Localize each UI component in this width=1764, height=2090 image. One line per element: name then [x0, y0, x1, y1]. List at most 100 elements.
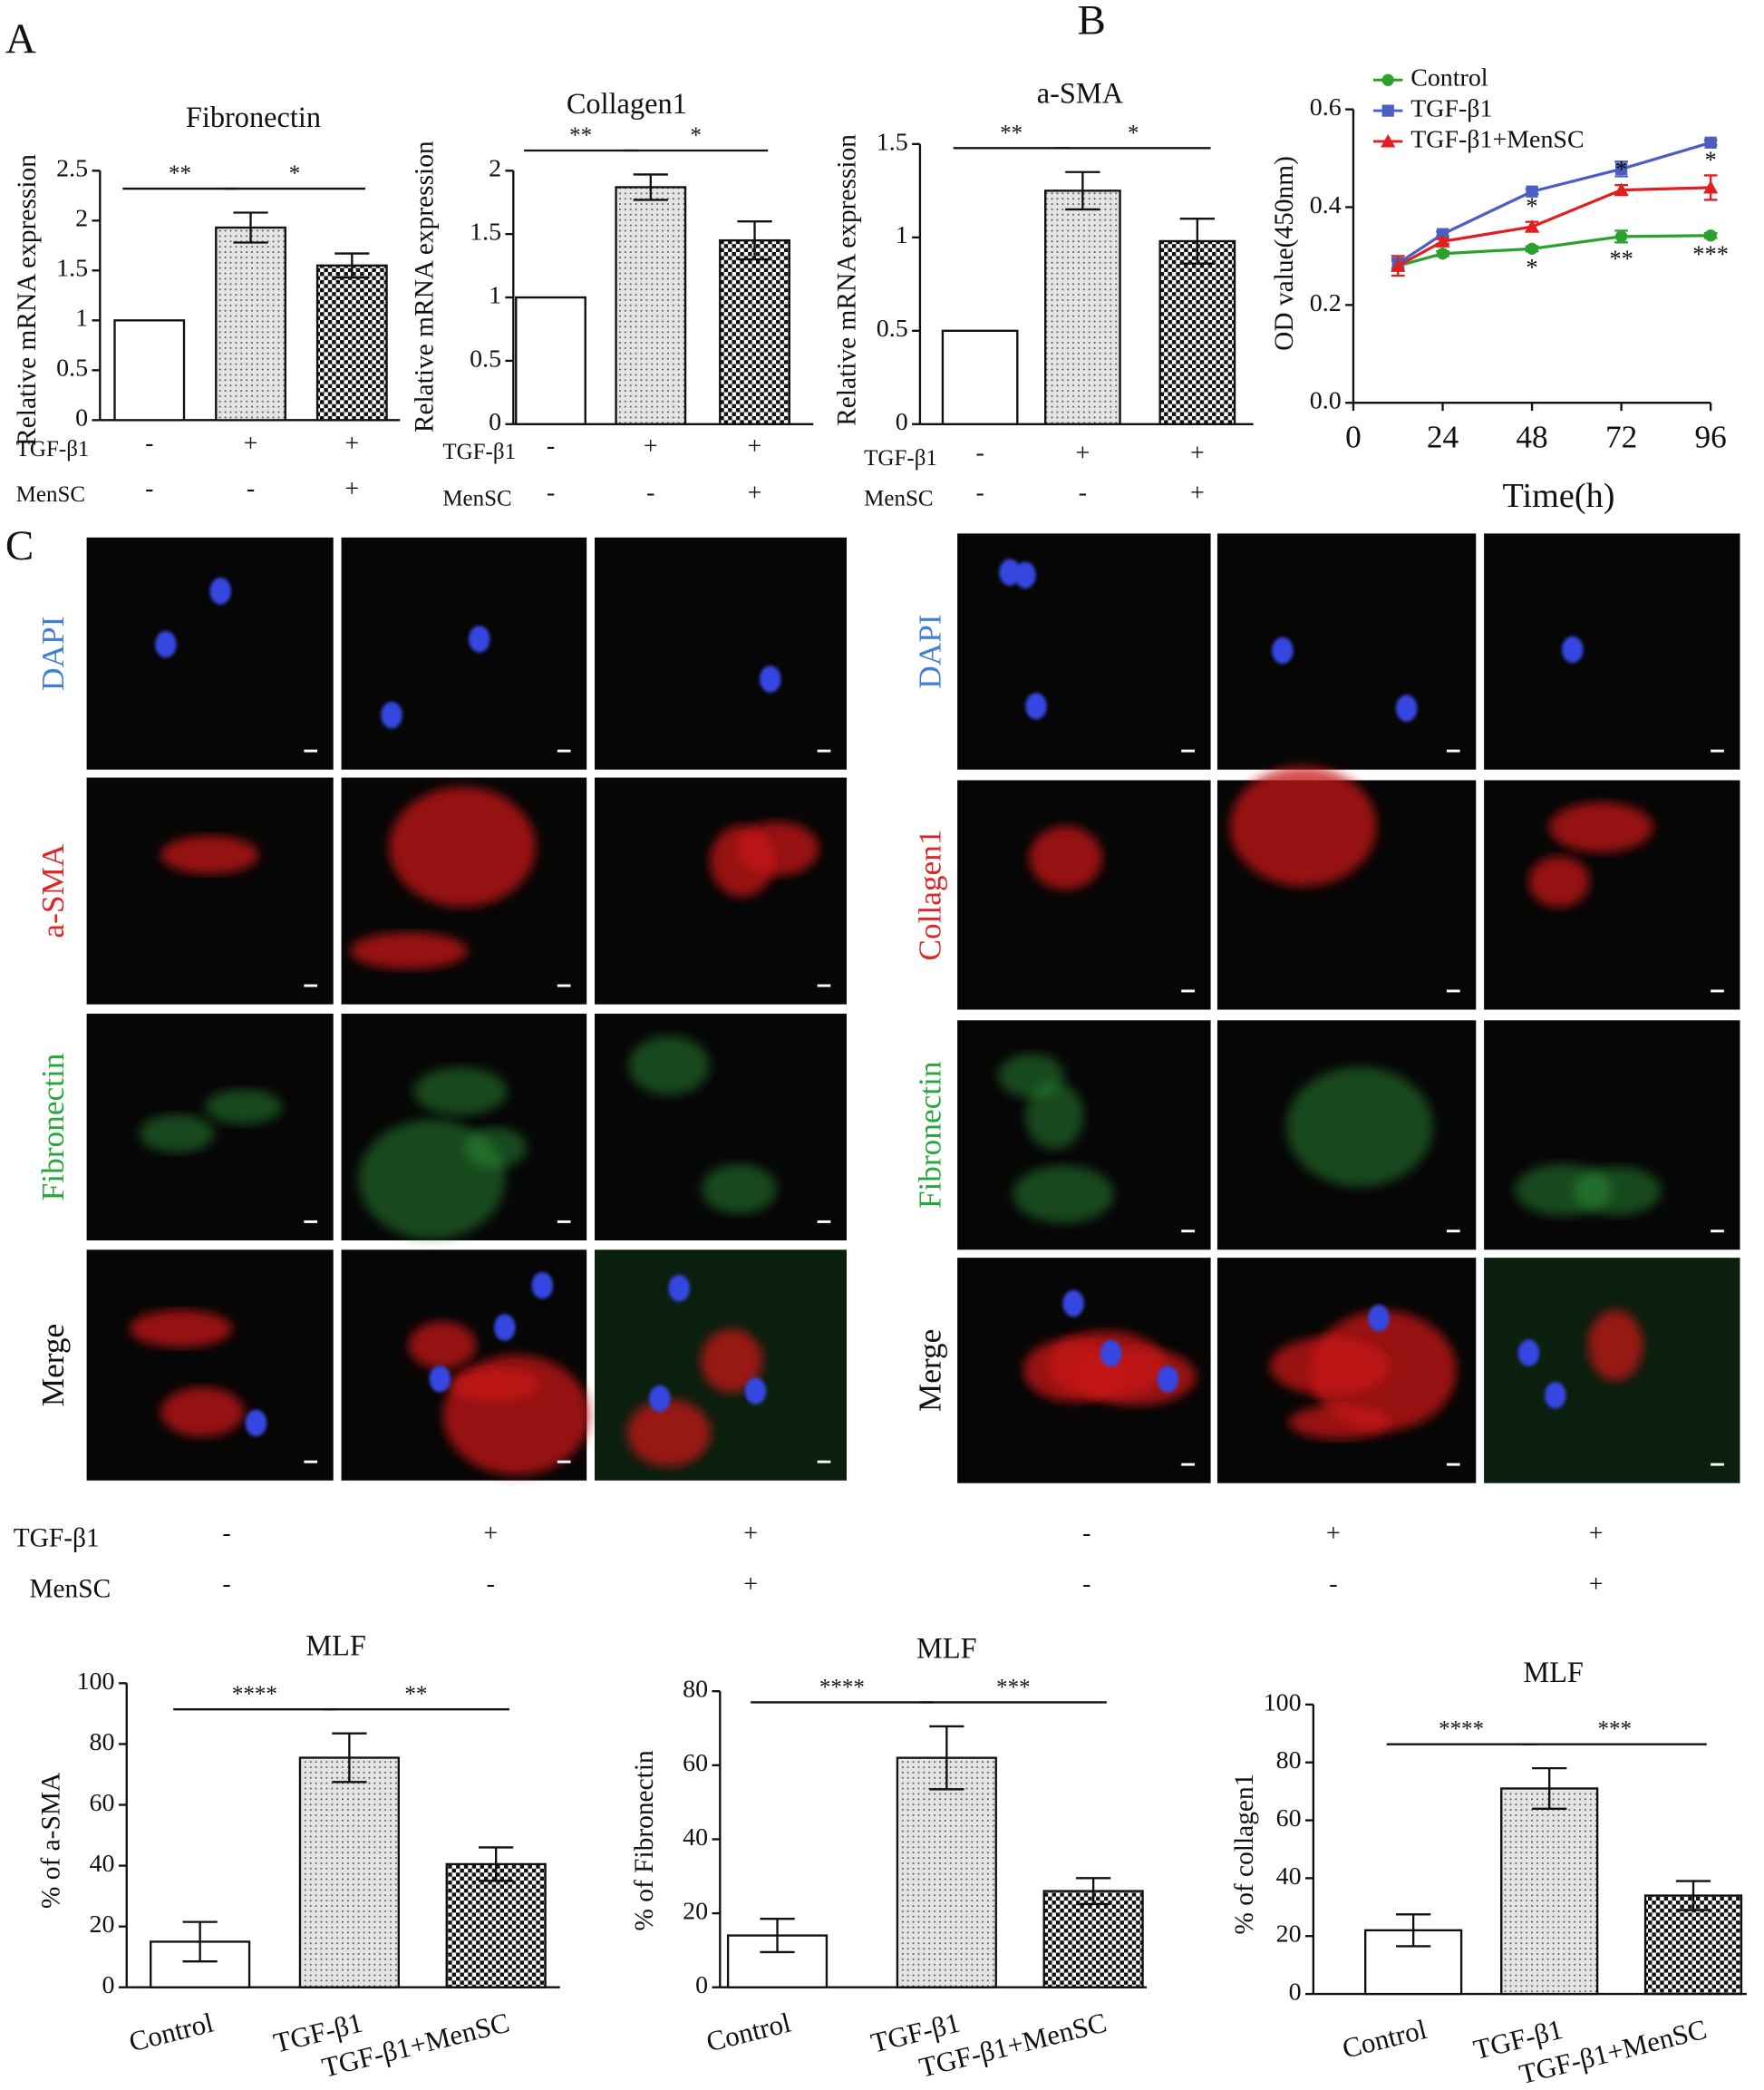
x-tick-label: Control — [1339, 2013, 1430, 2065]
significance-label: ** — [1609, 245, 1633, 272]
x-tick-label: 96 — [1695, 420, 1727, 455]
nucleus — [209, 578, 232, 605]
error-bar — [760, 1918, 795, 1954]
y-tick-label: 0 — [695, 1971, 708, 1999]
significance-label: * — [691, 123, 702, 148]
nucleus — [759, 666, 781, 693]
panel-label: C — [5, 522, 34, 569]
y-tick-label: 100 — [1264, 1688, 1302, 1716]
bar — [719, 238, 790, 425]
y-tick-label: 60 — [1276, 1804, 1302, 1832]
error-bar — [737, 220, 772, 261]
treatment-sign: - — [222, 1570, 230, 1598]
panel-label: B — [1077, 0, 1105, 44]
error-bar — [334, 252, 370, 279]
cell-stain — [408, 1321, 477, 1370]
significance-label: *** — [1692, 240, 1729, 267]
cell-stain — [626, 1399, 712, 1467]
row-label: DAPI — [35, 617, 71, 691]
y-tick-label: 0 — [896, 408, 908, 436]
y-tick-label: 1 — [489, 281, 501, 309]
treatment-sign: - — [1082, 1519, 1090, 1547]
row-label: Merge — [35, 1324, 71, 1406]
y-tick-label: 0.4 — [1310, 191, 1342, 219]
y-tick-label: 2 — [489, 155, 501, 183]
chart-title: Fibronectin — [186, 101, 321, 133]
y-tick-label: 100 — [77, 1667, 115, 1696]
cell-stain — [1528, 856, 1590, 908]
treatment-sign: + — [1075, 439, 1090, 467]
y-tick-label: 1 — [896, 221, 908, 249]
y-axis-label: Relative mRNA expression — [410, 141, 439, 433]
y-tick-label: 1.5 — [877, 128, 908, 156]
bar — [1044, 190, 1121, 425]
nucleus — [245, 1409, 267, 1437]
bar — [445, 1862, 547, 1988]
treatment-sign: + — [1190, 479, 1205, 507]
significance-label: **** — [1439, 1717, 1484, 1742]
treatment-sign: - — [145, 430, 153, 458]
nucleus — [1272, 637, 1294, 665]
treatment-sign: - — [247, 475, 255, 503]
y-tick-label: 0 — [489, 408, 501, 436]
y-tick-label: 0 — [102, 1971, 115, 1999]
treatment-sign: + — [1589, 1519, 1604, 1547]
treatment-sign: - — [547, 433, 555, 461]
marker — [1526, 242, 1538, 255]
y-tick-label: 1.5 — [470, 219, 501, 247]
significance-label: ** — [1000, 121, 1023, 145]
y-tick-label: 0.2 — [1310, 289, 1342, 317]
cell-stain — [389, 786, 537, 908]
cell-stain — [1549, 802, 1653, 853]
treatment-sign: + — [344, 475, 359, 503]
treatment-sign: - — [975, 439, 984, 467]
significance-label: ** — [169, 161, 191, 186]
micrograph — [1216, 533, 1477, 770]
y-tick-label: 1.5 — [56, 255, 88, 283]
marker — [1381, 104, 1394, 117]
cell-stain — [1588, 1309, 1643, 1381]
error-bar — [1065, 170, 1100, 211]
y-tick-label: 0.5 — [877, 315, 908, 343]
treatment-sign: + — [748, 433, 762, 461]
error-bar — [1675, 1880, 1711, 1911]
cell-stain — [1029, 825, 1102, 890]
y-tick-label: 40 — [90, 1850, 115, 1878]
error-bar — [1076, 1877, 1111, 1906]
y-tick-label: 20 — [1276, 1920, 1302, 1949]
nucleus — [469, 626, 490, 653]
legend-label: TGF-β1+MenSC — [1410, 125, 1584, 153]
row-label: DAPI — [913, 614, 948, 688]
chart-title: MLF — [1523, 1656, 1584, 1688]
treatment-name: TGF-β1 — [864, 446, 937, 471]
cell-stain — [1013, 1165, 1114, 1223]
y-axis-label: OD value(450nm) — [1270, 156, 1299, 351]
y-axis-label: Relative mRNA expression — [13, 154, 42, 446]
significance-label: * — [1526, 254, 1537, 281]
treatment-sign: - — [1079, 479, 1087, 507]
y-tick-label: 0.5 — [56, 355, 88, 383]
y-tick-label: 0 — [75, 404, 88, 433]
cell-stain — [1229, 766, 1377, 887]
marker — [1703, 180, 1719, 194]
significance-label: * — [1615, 156, 1627, 183]
treatment-name: TGF-β1 — [16, 437, 90, 462]
error-bar — [233, 211, 268, 244]
x-tick-label: 0 — [1345, 420, 1362, 455]
error-bar — [332, 1732, 367, 1784]
significance-label: **** — [232, 1682, 277, 1706]
micrograph — [86, 537, 334, 770]
marker — [1614, 230, 1628, 243]
cell-stain — [449, 1367, 540, 1402]
bar — [515, 296, 586, 425]
y-axis-label: % of a-SMA — [37, 1772, 66, 1909]
treatment-sign: + — [1326, 1519, 1341, 1547]
significance-label: *** — [1598, 1717, 1632, 1742]
x-tick-label: Control — [126, 2007, 217, 2058]
significance-label: ** — [404, 1682, 427, 1706]
nucleus — [999, 559, 1021, 586]
treatment-sign: + — [483, 1519, 498, 1547]
y-tick-label: 60 — [90, 1789, 115, 1817]
treatment-name: TGF-β1 — [14, 1524, 100, 1553]
y-tick-label: 80 — [1276, 1746, 1302, 1774]
